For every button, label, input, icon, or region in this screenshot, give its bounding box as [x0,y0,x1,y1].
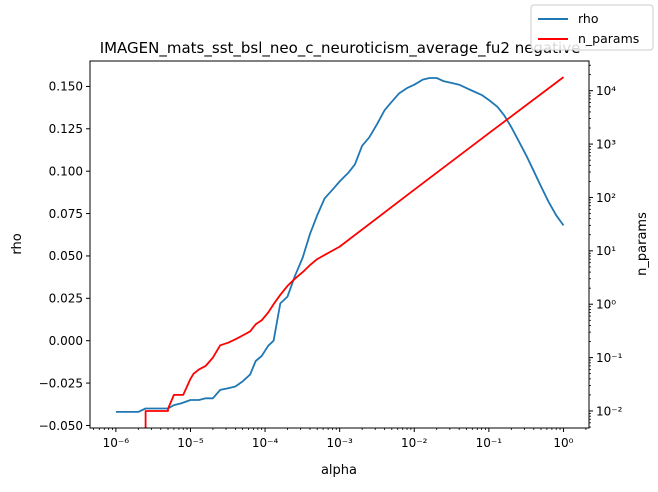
x-tick-label: 10⁻³ [326,436,353,450]
x-tick-label: 10⁰ [553,436,573,450]
y-tick-label: 0.150 [49,80,83,94]
series-line-n-params [144,76,565,428]
y2-tick-label: 10¹ [596,244,616,258]
legend-label-rho: rho [578,11,599,26]
series-line-rho [115,77,565,413]
y-tick-label: 0.075 [49,207,83,221]
axes-layer: 10⁻⁶ 10⁻⁵ 10⁻⁴ 10⁻³ 10⁻² 10⁻¹ 10⁰ −0.050 −0.025 0… [39,64,623,450]
y-tick-label: 0.000 [49,334,83,348]
legend-label-n-params: n_params [578,31,639,46]
y-tick-label: −0.025 [39,376,83,390]
y2-tick-label: 10³ [596,137,616,151]
marks-layer [115,76,565,428]
legend: rho n_params [530,4,654,51]
y2-axis-label: n_params [635,212,650,276]
y2-tick-label: 10⁴ [596,84,616,98]
chart-title: IMAGEN_mats_sst_bsl_neo_c_neuroticism_av… [100,39,581,58]
y-tick-label: 0.050 [49,249,83,263]
y-tick-label: 0.025 [49,292,83,306]
y2-tick-label: 10⁻² [596,404,623,418]
x-axis-label: alpha [321,463,357,478]
x-tick-label: 10⁻¹ [476,436,503,450]
y2-tick-label: 10⁰ [596,298,616,312]
y-tick-label: 0.125 [49,122,83,136]
x-tick-label: 10⁻² [401,436,428,450]
y-axis-label: rho [10,233,25,254]
x-tick-label: 10⁻⁴ [252,436,279,450]
y2-tick-label: 10⁻¹ [596,351,623,365]
y2-tick-label: 10² [596,191,616,205]
y-tick-label: −0.050 [39,419,83,433]
y-tick-label: 0.100 [49,164,83,178]
x-tick-label: 10⁻⁶ [103,436,130,450]
x-tick-label: 10⁻⁵ [177,436,204,450]
